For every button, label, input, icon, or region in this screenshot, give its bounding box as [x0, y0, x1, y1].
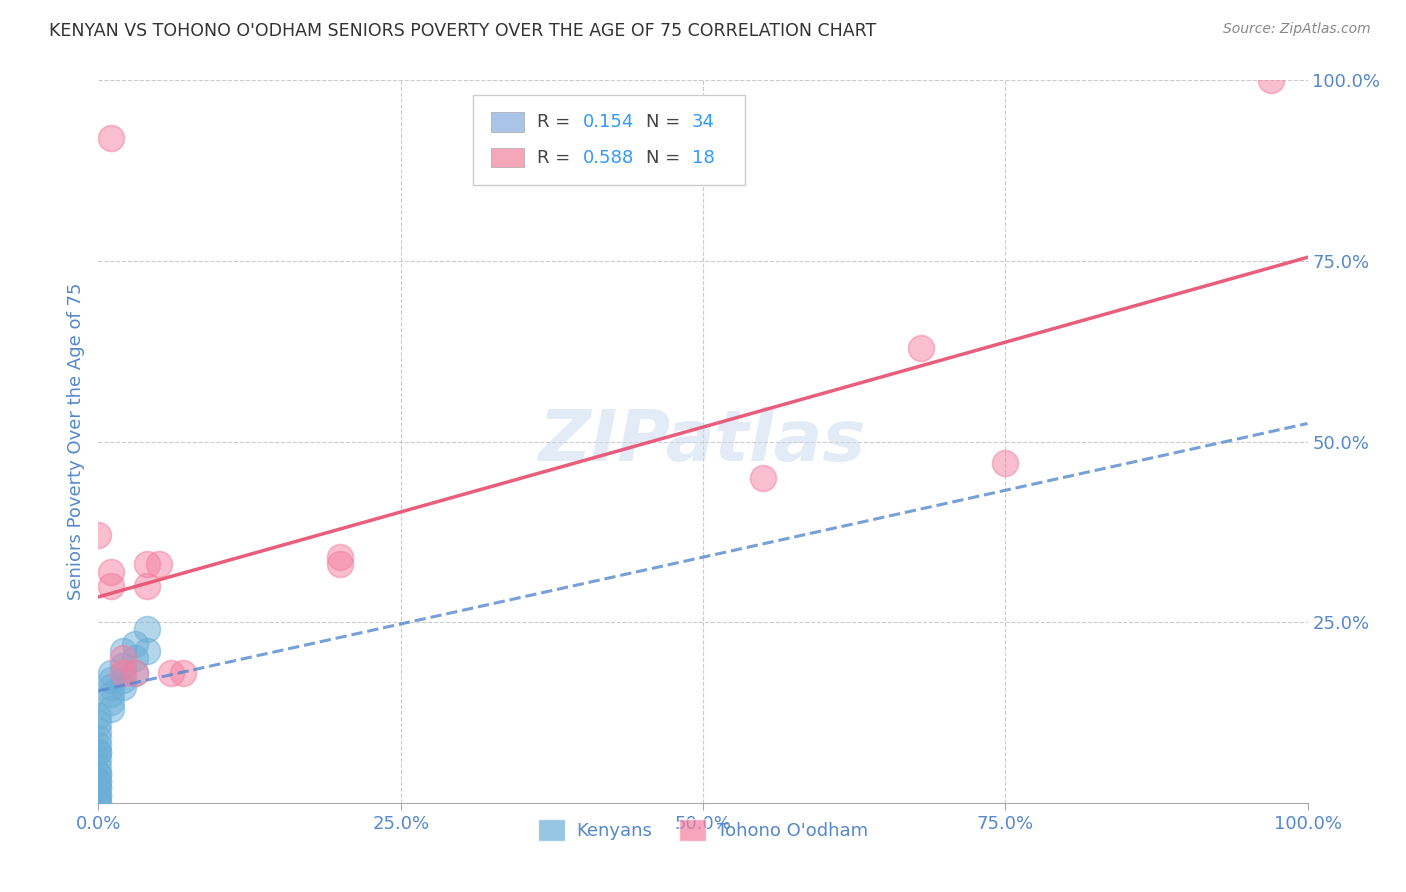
Point [111, 658, 134, 673]
Point [100, 673, 122, 687]
Point [135, 558, 157, 572]
Point [87, 528, 110, 542]
Text: 0.154: 0.154 [583, 113, 634, 131]
Point [87, 774, 110, 789]
Point [160, 665, 183, 680]
Point [148, 558, 170, 572]
Text: Source: ZipAtlas.com: Source: ZipAtlas.com [1223, 22, 1371, 37]
Point [100, 665, 122, 680]
Point [87, 731, 110, 745]
Text: 0.588: 0.588 [583, 149, 634, 167]
Point [100, 687, 122, 701]
Y-axis label: Seniors Poverty Over the Age of 75: Seniors Poverty Over the Age of 75 [66, 283, 84, 600]
Text: KENYAN VS TOHONO O'ODHAM SENIORS POVERTY OVER THE AGE OF 75 CORRELATION CHART: KENYAN VS TOHONO O'ODHAM SENIORS POVERTY… [49, 22, 876, 40]
Text: 34: 34 [692, 113, 716, 131]
Point [87, 781, 110, 796]
Point [87, 709, 110, 723]
Text: ZIPatlas: ZIPatlas [540, 407, 866, 476]
Point [100, 579, 122, 593]
Point [135, 623, 157, 637]
Point [100, 565, 122, 579]
Point [111, 673, 134, 687]
Point [87, 796, 110, 810]
Point [111, 644, 134, 658]
Point [100, 695, 122, 709]
Point [124, 637, 146, 651]
Point [87, 723, 110, 738]
Point [87, 760, 110, 774]
Legend: Kenyans, Tohono O'odham: Kenyans, Tohono O'odham [531, 812, 875, 848]
Point [111, 665, 134, 680]
Point [87, 796, 110, 810]
Point [111, 680, 134, 694]
Point [87, 752, 110, 766]
Text: N =: N = [647, 113, 686, 131]
Point [100, 131, 122, 145]
Point [87, 789, 110, 803]
Point [124, 651, 146, 665]
Point [124, 665, 146, 680]
Text: R =: R = [537, 113, 576, 131]
Point [100, 680, 122, 694]
Point [87, 767, 110, 781]
FancyBboxPatch shape [474, 95, 745, 185]
Point [329, 550, 352, 565]
Point [87, 789, 110, 803]
Point [87, 774, 110, 789]
Point [111, 651, 134, 665]
Text: R =: R = [537, 149, 576, 167]
Point [752, 470, 775, 484]
Point [87, 738, 110, 752]
Point [994, 456, 1017, 470]
Point [87, 716, 110, 731]
Point [87, 745, 110, 759]
Point [124, 665, 146, 680]
FancyBboxPatch shape [492, 148, 524, 168]
FancyBboxPatch shape [492, 112, 524, 132]
Point [172, 665, 194, 680]
Text: N =: N = [647, 149, 686, 167]
Point [87, 767, 110, 781]
Point [329, 558, 352, 572]
Point [1260, 73, 1282, 87]
Point [135, 644, 157, 658]
Point [100, 702, 122, 716]
Point [910, 341, 932, 355]
Text: 18: 18 [692, 149, 714, 167]
Point [87, 781, 110, 796]
Point [87, 745, 110, 759]
Point [135, 579, 157, 593]
